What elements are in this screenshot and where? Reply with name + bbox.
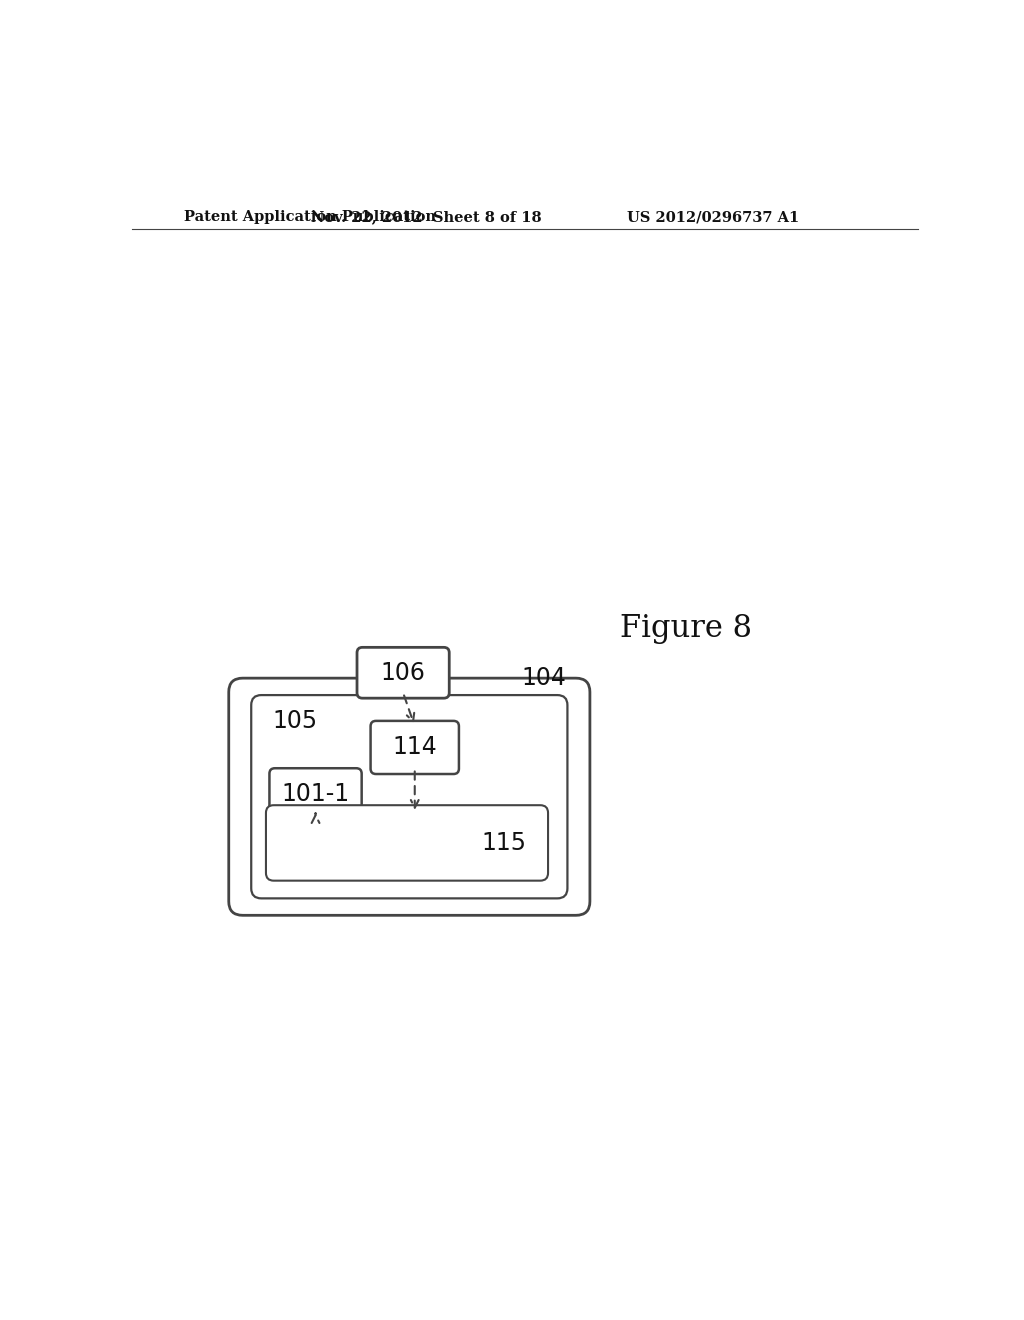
Text: 106: 106 [381, 661, 426, 685]
FancyBboxPatch shape [251, 696, 567, 899]
FancyBboxPatch shape [228, 678, 590, 915]
FancyBboxPatch shape [266, 805, 548, 880]
Text: Figure 8: Figure 8 [621, 612, 752, 644]
Text: 104: 104 [522, 667, 566, 690]
FancyBboxPatch shape [371, 721, 459, 774]
FancyBboxPatch shape [357, 647, 450, 698]
Text: 105: 105 [272, 709, 317, 733]
Text: 114: 114 [392, 735, 437, 759]
Text: Patent Application Publication: Patent Application Publication [183, 210, 436, 224]
Text: US 2012/0296737 A1: US 2012/0296737 A1 [627, 210, 800, 224]
Text: 101-1: 101-1 [282, 781, 349, 805]
Text: 115: 115 [481, 830, 526, 855]
Text: Nov. 22, 2012  Sheet 8 of 18: Nov. 22, 2012 Sheet 8 of 18 [311, 210, 542, 224]
FancyBboxPatch shape [269, 768, 361, 818]
